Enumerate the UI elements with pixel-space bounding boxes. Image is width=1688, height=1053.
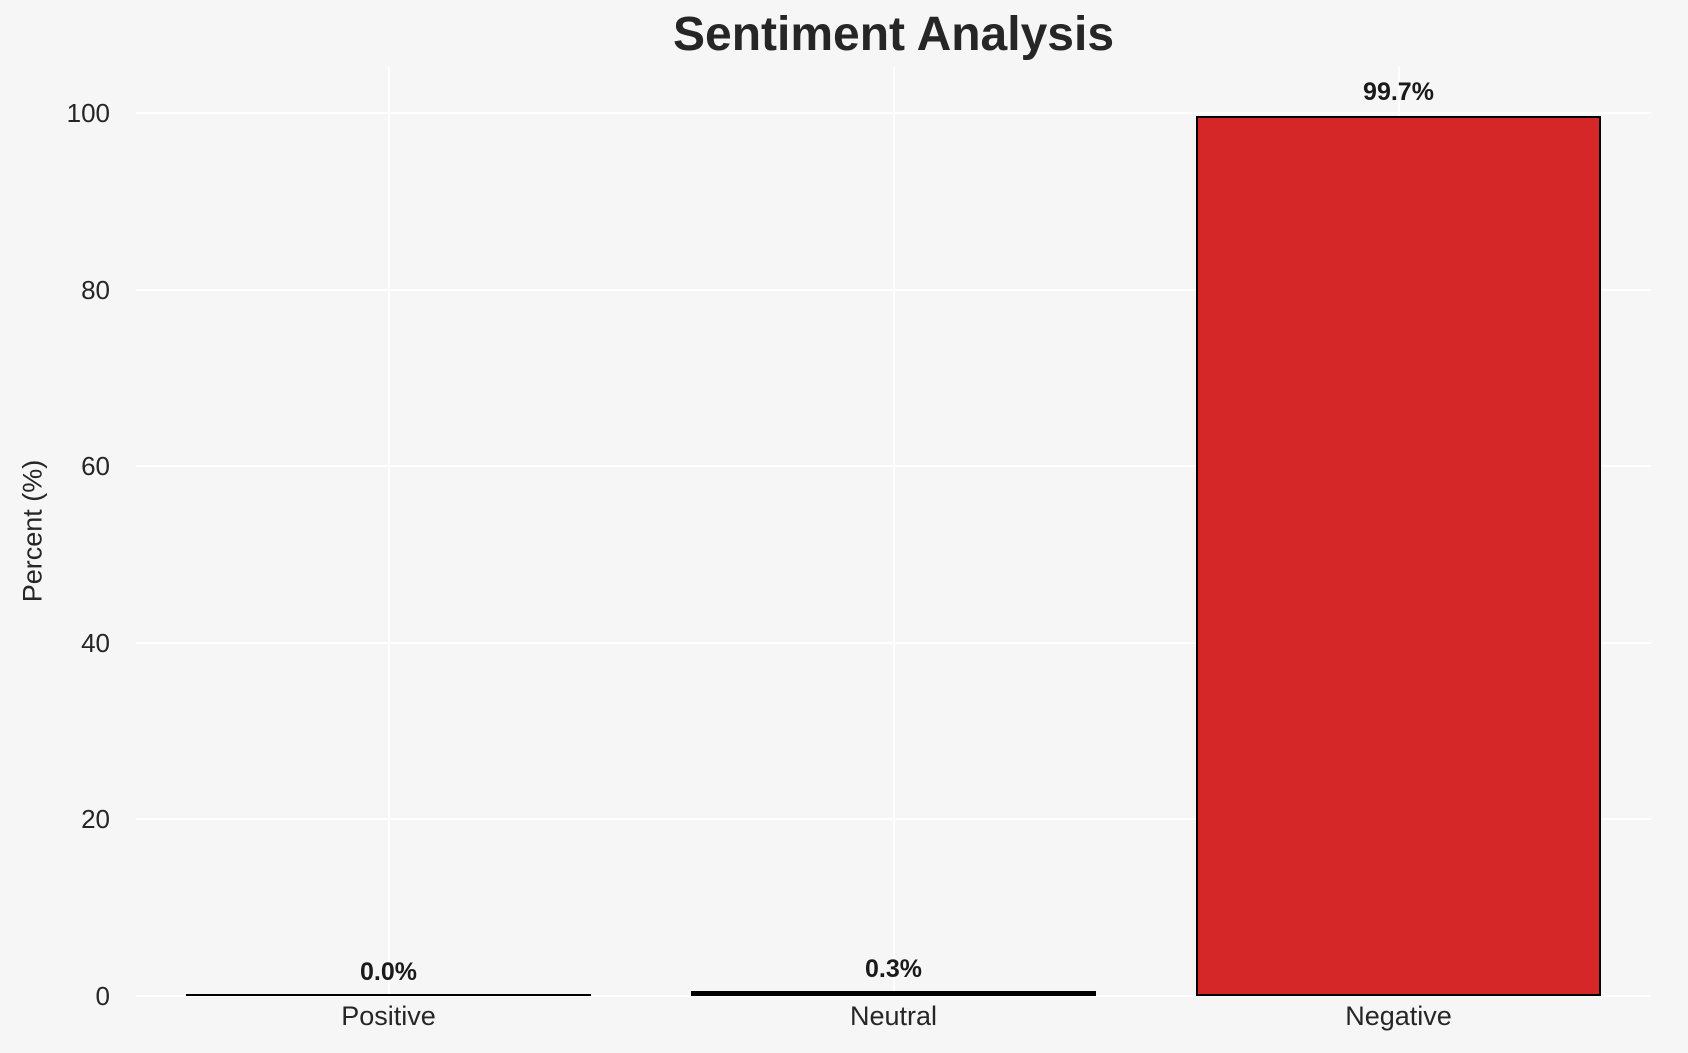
y-tick-label-60: 60 bbox=[81, 451, 110, 482]
plot-area: 0.0% 0.3% 99.7% bbox=[136, 67, 1651, 997]
y-tick-label-40: 40 bbox=[81, 627, 110, 658]
y-axis-label: Percent (%) bbox=[17, 459, 48, 603]
y-tick-label-0: 0 bbox=[95, 981, 110, 1011]
bar-neutral bbox=[691, 991, 1096, 996]
gridline-x-positive bbox=[387, 67, 390, 996]
value-label-neutral: 0.3% bbox=[865, 955, 922, 984]
x-tick-label-neutral: Neutral bbox=[849, 1001, 938, 1031]
value-label-positive: 0.0% bbox=[360, 958, 417, 986]
y-tick-label-20: 20 bbox=[81, 804, 110, 835]
x-tick-label-positive: Positive bbox=[341, 1001, 436, 1031]
y-tick-label-100: 100 bbox=[66, 97, 110, 128]
bar-positive bbox=[186, 994, 591, 996]
value-label-negative: 99.7% bbox=[1363, 77, 1434, 106]
chart-title: Sentiment Analysis bbox=[672, 8, 1115, 61]
x-tick-label-negative: Negative bbox=[1345, 1001, 1452, 1031]
gridline-y-0 bbox=[136, 995, 1651, 997]
y-tick-label-80: 80 bbox=[81, 274, 110, 305]
gridline-x-neutral bbox=[892, 67, 895, 996]
bar-negative bbox=[1196, 116, 1601, 996]
